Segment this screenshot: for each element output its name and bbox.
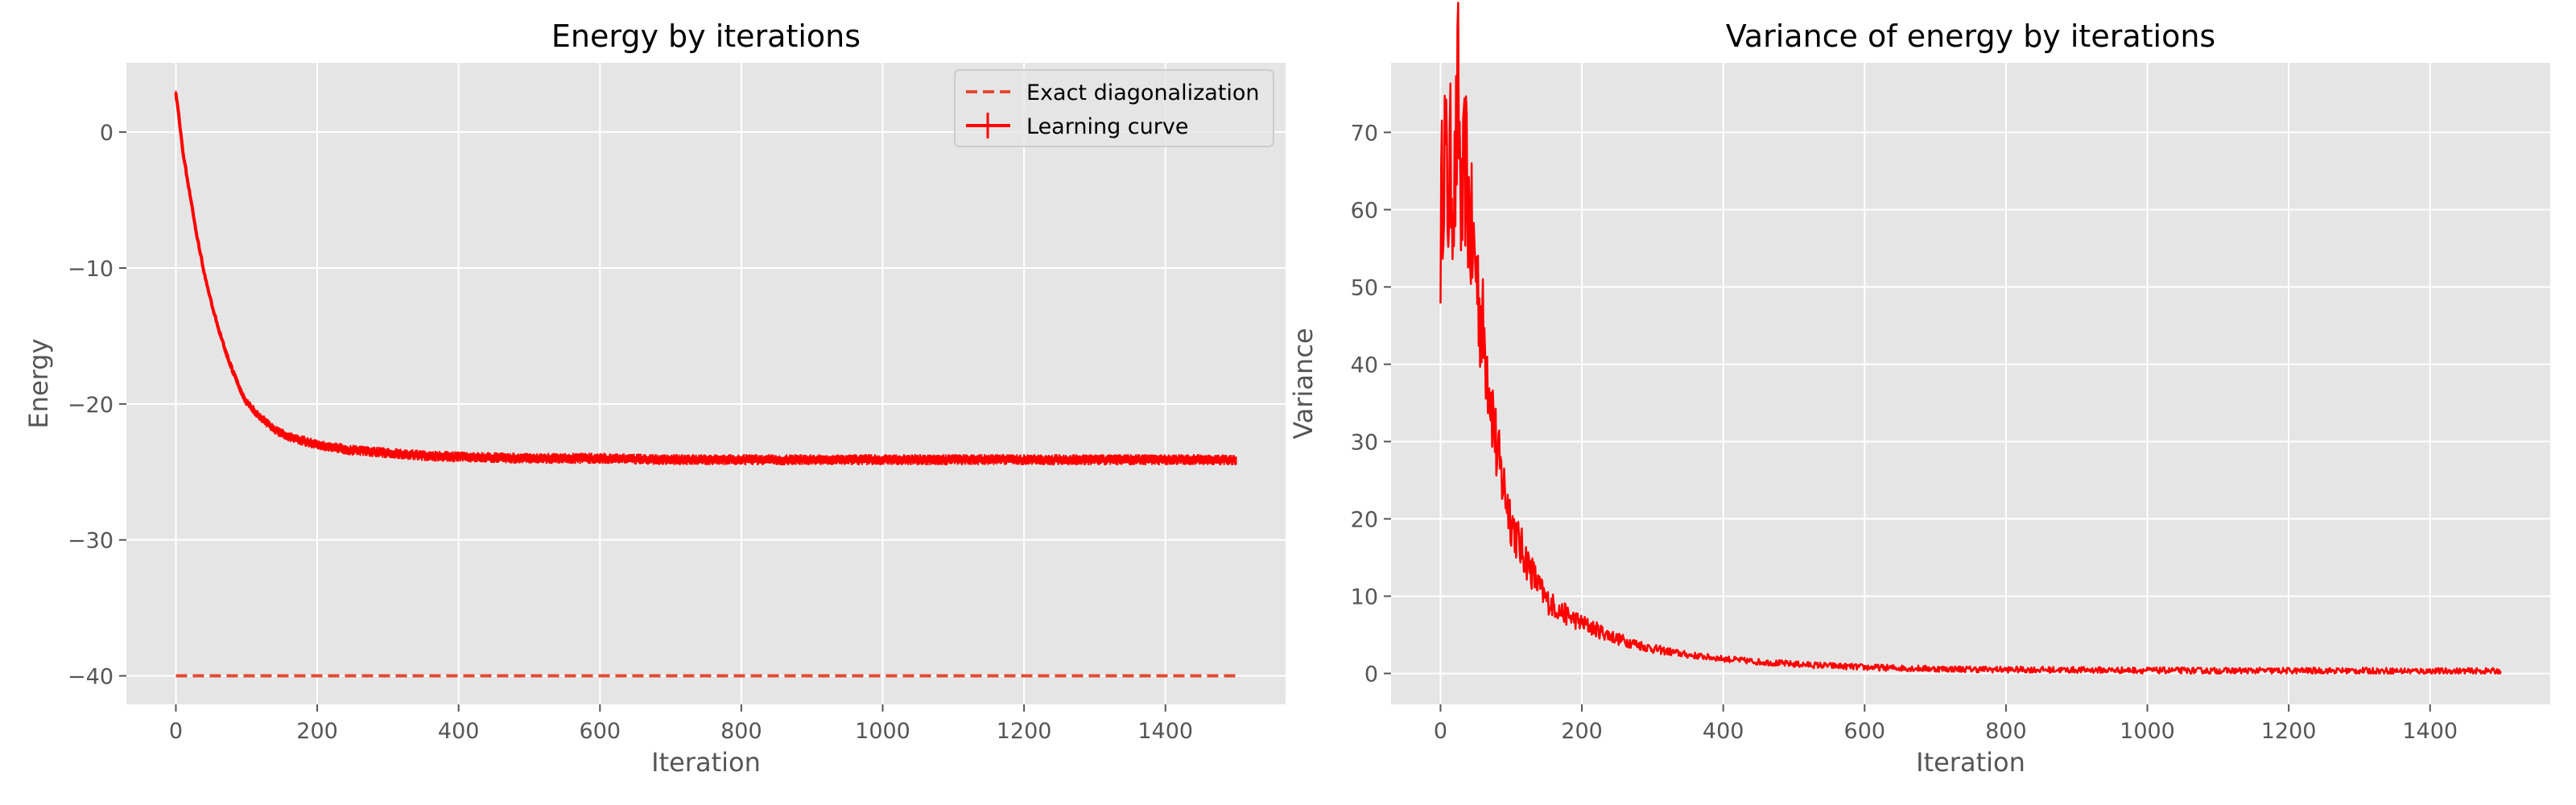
energy-x-tick-label: 1000 xyxy=(855,719,910,744)
variance-plot-area xyxy=(1391,63,2550,704)
variance-data-layer xyxy=(1439,2,2502,675)
energy-y-axis-label: Energy xyxy=(23,338,54,428)
energy-chart-title: Energy by iterations xyxy=(551,19,861,54)
variance-x-tick-label: 800 xyxy=(1985,719,2027,744)
energy-y-tick-label: −30 xyxy=(68,529,114,554)
energy-plot-area xyxy=(126,63,1286,704)
variance-x-axis-label: Iteration xyxy=(1916,747,2025,778)
variance-y-tick-label: 30 xyxy=(1351,431,1378,456)
variance-x-tick-label: 1000 xyxy=(2120,719,2175,744)
variance-y-tick-label: 0 xyxy=(1364,663,1378,687)
energy-y-tick-label: −10 xyxy=(68,257,114,282)
variance-x-tick-label: 1400 xyxy=(2402,719,2458,744)
variance-x-tick-label: 200 xyxy=(1561,719,1603,744)
energy-x-tick-label: 400 xyxy=(438,719,480,744)
energy-chart-panel: 0 200 400 600 800 1000 1200 1400 0 −10 −20 −30 −40 E… xyxy=(23,19,1286,778)
variance-y-tick-label: 10 xyxy=(1351,585,1378,610)
variance-chart-panel: 0 200 400 600 800 1000 1200 1400 0 10 20 30 40 50 60 70… xyxy=(1288,2,2550,778)
energy-x-tick-label: 0 xyxy=(169,719,183,744)
variance-y-tick-label: 20 xyxy=(1351,508,1378,533)
energy-data-layer xyxy=(174,90,1237,678)
variance-x-tick-label: 0 xyxy=(1434,719,1447,744)
legend-box xyxy=(954,69,1274,147)
energy-y-tick-label: −40 xyxy=(68,665,114,690)
energy-x-tick-label: 1200 xyxy=(997,719,1052,744)
energy-x-tick-label: 800 xyxy=(720,719,762,744)
variance-axis-ticks: 0 200 400 600 800 1000 1200 1400 0 10 20 30 40 50 60 70 xyxy=(1351,121,2458,744)
variance-x-tick-label: 400 xyxy=(1703,719,1744,744)
variance-y-tick-label: 50 xyxy=(1351,275,1378,300)
variance-chart-title: Variance of energy by iterations xyxy=(1726,19,2215,54)
variance-x-tick-label: 600 xyxy=(1844,719,1886,744)
legend-learning-curve-label: Learning curve xyxy=(1026,114,1188,139)
variance-y-tick-label: 70 xyxy=(1351,121,1378,146)
learning-curve-line xyxy=(174,93,1237,464)
variance-y-axis-label: Variance xyxy=(1288,328,1319,439)
energy-axis-ticks: 0 200 400 600 800 1000 1200 1400 0 −10 −20 −30 −40 xyxy=(68,121,1193,744)
variance-y-tick-label: 60 xyxy=(1351,198,1378,223)
variance-x-tick-label: 1200 xyxy=(2261,719,2317,744)
energy-legend: Exact diagonalization Learning curve xyxy=(954,69,1274,147)
variance-grid xyxy=(1391,63,2550,704)
energy-y-tick-label: 0 xyxy=(100,121,114,146)
energy-x-tick-label: 1400 xyxy=(1137,719,1193,744)
energy-x-axis-label: Iteration xyxy=(651,747,761,778)
energy-y-tick-label: −20 xyxy=(68,393,114,418)
energy-x-tick-label: 600 xyxy=(580,719,621,744)
legend-exact-diagonalization-label: Exact diagonalization xyxy=(1026,80,1260,105)
variance-y-tick-label: 40 xyxy=(1351,353,1378,378)
energy-x-tick-label: 200 xyxy=(296,719,338,744)
variance-series-line xyxy=(1439,2,2502,675)
